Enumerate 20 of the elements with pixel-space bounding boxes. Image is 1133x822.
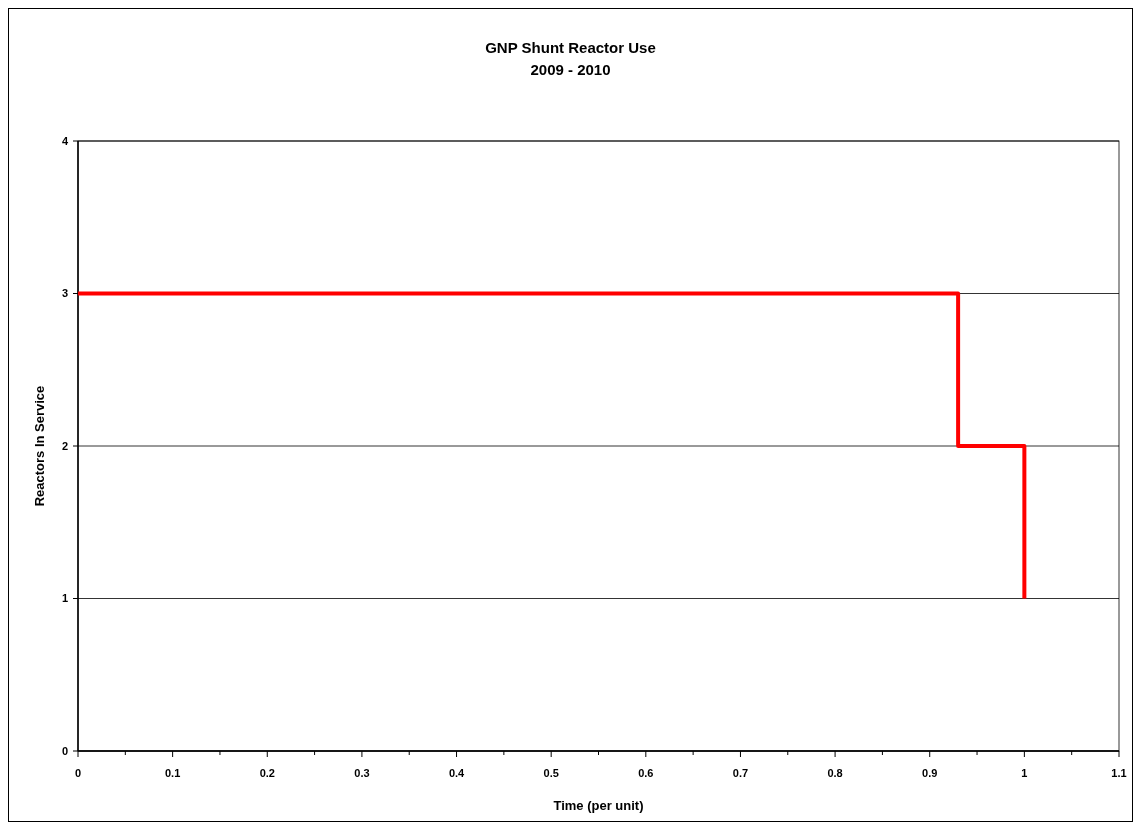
x-tick-label: 0 — [74, 767, 82, 779]
x-tick-label: 0.5 — [543, 767, 559, 779]
x-tick-label: 0.3 — [354, 767, 370, 779]
y-tick-label: 3 — [61, 287, 68, 300]
x-tick-label: 0.6 — [638, 767, 654, 779]
y-tick-label: 4 — [61, 134, 69, 147]
x-tick-label: 1.1 — [1111, 767, 1127, 779]
x-tick-label: 0.7 — [732, 767, 749, 779]
y-tick-label: 2 — [61, 439, 68, 452]
y-tick-label: 1 — [61, 592, 68, 605]
x-tick-label: 0.2 — [259, 767, 275, 779]
chart-title: GNP Shunt Reactor Use 2009 - 2010 — [485, 39, 656, 78]
y-axis-title: Reactors In Service — [32, 385, 47, 507]
x-tick-label: 1 — [1021, 767, 1028, 779]
x-tick-label: 0.9 — [922, 767, 938, 779]
x-tick-label: 0.4 — [448, 767, 466, 779]
x-axis-title: Time (per unit) — [553, 798, 644, 813]
x-tick-label: 0.1 — [164, 767, 181, 779]
x-tick-label: 0.8 — [827, 767, 843, 779]
y-tick-label: 0 — [61, 744, 68, 757]
